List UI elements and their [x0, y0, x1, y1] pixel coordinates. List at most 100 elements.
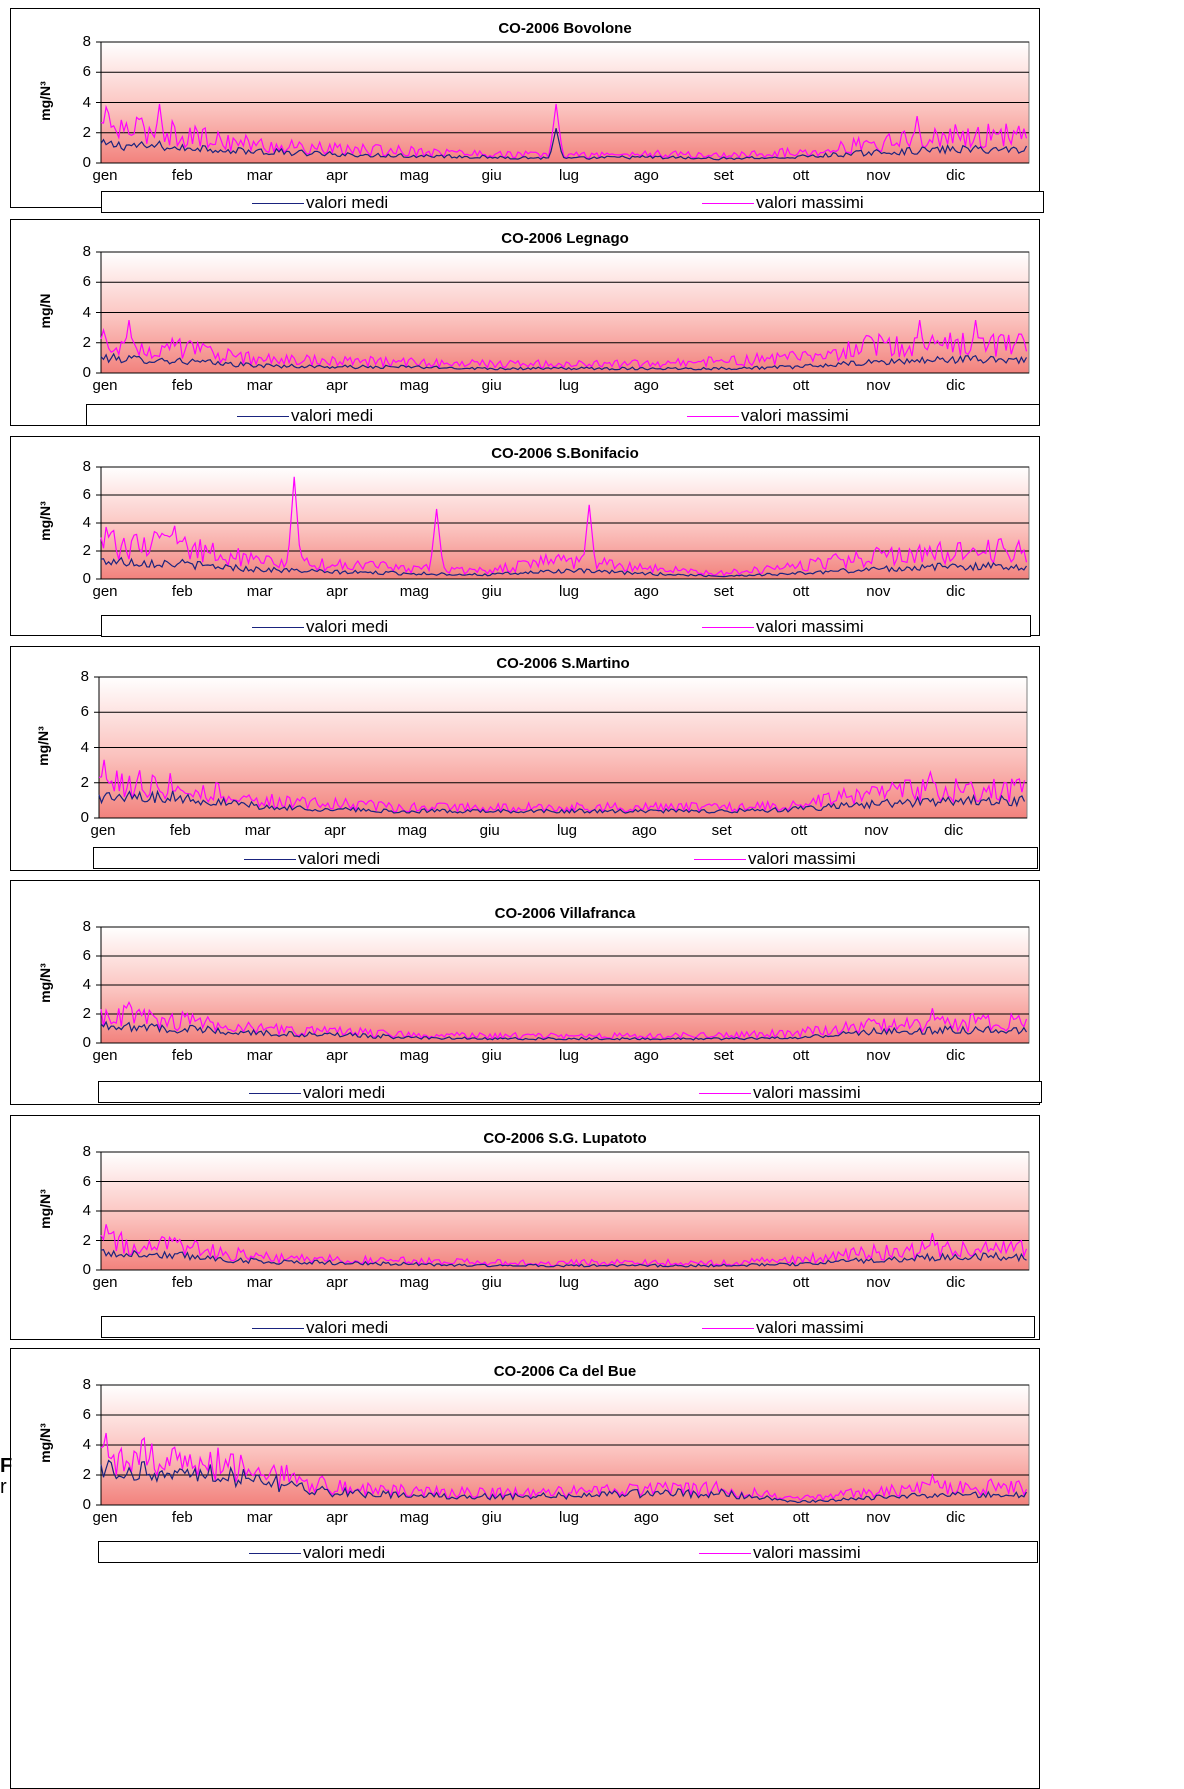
- x-tick-label: giu: [479, 822, 500, 839]
- y-tick-label: 4: [82, 1202, 91, 1219]
- x-tick-label: feb: [171, 1509, 193, 1526]
- y-tick-label: 0: [82, 1496, 91, 1513]
- y-tick-label: 6: [82, 63, 91, 81]
- y-axis-label: mg/N³: [35, 725, 51, 766]
- legend-item-valori-medi: valori medi: [249, 1543, 385, 1563]
- x-tick-label: giu: [481, 1274, 502, 1291]
- legend-swatch: [252, 1328, 304, 1330]
- x-tick-label: nov: [866, 377, 891, 394]
- chart-plot-svg: [96, 466, 1030, 580]
- x-tick-label: gen: [92, 1274, 118, 1291]
- legend-label: valori medi: [298, 849, 381, 868]
- series-line-valori-massimi: [100, 103, 1028, 160]
- x-tick-label: ott: [792, 377, 810, 394]
- x-tick-label: giu: [481, 1047, 502, 1064]
- chart-title: CO-2006 S.Martino: [496, 655, 630, 672]
- x-tick-label: feb: [171, 167, 193, 184]
- x-tick-label: feb: [169, 822, 191, 839]
- chart-legend: valori medi valori massimi: [101, 191, 1044, 213]
- legend-swatch: [699, 1093, 751, 1095]
- y-tick-label: 6: [82, 1172, 91, 1190]
- x-tick-label: mag: [399, 167, 429, 184]
- x-tick-label: lug: [558, 377, 580, 394]
- y-axis-label: mg/N³: [37, 80, 53, 121]
- x-tick-label: dic: [946, 1274, 966, 1291]
- legend-label: valori medi: [291, 406, 374, 425]
- x-tick-label: giu: [481, 1509, 502, 1526]
- chart-panel: CO-2006 S.Bonifacio mg/N³ 0 2 4 6 8 gen feb mar ap…: [10, 436, 1040, 637]
- chart-panel: CO-2006 S.G. Lupatoto mg/N³ 0 2 4 6 8 gen feb mar…: [10, 1115, 1040, 1340]
- legend-label: valori massimi: [756, 1318, 864, 1337]
- chart-legend: valori medi valori massimi: [86, 404, 1040, 426]
- x-tick-label: lug: [558, 1047, 580, 1064]
- x-tick-label: mar: [246, 1274, 273, 1291]
- x-tick-label: ott: [792, 1274, 810, 1291]
- x-tick-label: mar: [246, 377, 273, 394]
- x-tick-label: mag: [399, 377, 429, 394]
- y-tick-label: 2: [82, 1466, 91, 1483]
- x-tick-label: set: [713, 583, 734, 600]
- chart-legend: valori medi valori massimi: [98, 1081, 1042, 1103]
- series-line-valori-massimi: [100, 1224, 1028, 1267]
- x-tick-label: gen: [90, 822, 116, 839]
- x-tick-label: ago: [631, 822, 657, 839]
- legend-item-valori-massimi: valori massimi: [702, 617, 864, 637]
- legend-item-valori-massimi: valori massimi: [702, 1318, 864, 1338]
- x-tick-label: apr: [324, 822, 346, 839]
- chart-title: CO-2006 S.Bonifacio: [491, 445, 639, 462]
- x-tick-label: apr: [326, 1274, 348, 1291]
- y-tick-label: 6: [82, 947, 91, 964]
- y-axis-label: mg/N³: [37, 1189, 53, 1229]
- x-tick-label: apr: [326, 1047, 348, 1064]
- series-line-valori-massimi: [100, 320, 1028, 370]
- x-tick-label: lug: [558, 1509, 580, 1526]
- x-tick-label: nov: [864, 822, 889, 839]
- x-tick-label: ott: [790, 822, 808, 839]
- chart-plot-svg: [96, 41, 1030, 164]
- series-line-valori-massimi: [100, 476, 1028, 577]
- legend-item-valori-massimi: valori massimi: [687, 406, 849, 426]
- x-tick-label: giu: [481, 583, 502, 600]
- legend-label: valori massimi: [756, 617, 864, 636]
- legend-label: valori massimi: [753, 1083, 861, 1102]
- y-tick-label: 8: [82, 918, 91, 935]
- x-tick-label: feb: [171, 1274, 193, 1291]
- x-tick-label: lug: [556, 822, 578, 839]
- legend-swatch: [237, 416, 289, 418]
- chart-title: CO-2006 Legnago: [501, 230, 629, 247]
- x-tick-label: set: [711, 822, 732, 839]
- x-tick-label: ott: [792, 167, 810, 184]
- y-axis-label: mg/N³: [37, 963, 53, 1003]
- x-tick-label: set: [713, 167, 734, 184]
- y-tick-label: 2: [82, 1005, 91, 1022]
- chart-legend: valori medi valori massimi: [98, 1541, 1038, 1563]
- legend-swatch: [702, 627, 754, 629]
- x-tick-label: ago: [633, 583, 659, 600]
- x-tick-label: ago: [633, 377, 659, 394]
- x-tick-label: apr: [326, 377, 348, 394]
- x-tick-label: giu: [481, 377, 502, 394]
- x-tick-label: mar: [246, 1509, 273, 1526]
- legend-item-valori-medi: valori medi: [252, 193, 388, 213]
- x-tick-label: lug: [558, 583, 580, 600]
- chart-panel: CO-2006 S.Martino mg/N³ 0 2 4 6 8 gen feb mar apr m…: [10, 646, 1040, 871]
- legend-swatch: [252, 203, 304, 205]
- x-tick-label: dic: [946, 1509, 966, 1526]
- chart-legend: valori medi valori massimi: [93, 847, 1038, 869]
- y-tick-label: 2: [82, 123, 91, 141]
- x-tick-label: apr: [326, 1509, 348, 1526]
- x-tick-label: mag: [399, 1274, 429, 1291]
- y-tick-label: 2: [82, 542, 91, 559]
- x-tick-label: mag: [399, 1047, 429, 1064]
- y-tick-label: 4: [82, 93, 91, 111]
- y-tick-label: 4: [82, 514, 91, 531]
- x-tick-label: gen: [92, 377, 118, 394]
- x-tick-label: mar: [246, 167, 273, 184]
- legend-label: valori medi: [306, 617, 389, 636]
- chart-title: CO-2006 Villafranca: [494, 905, 636, 922]
- chart-title: CO-2006 S.G. Lupatoto: [483, 1130, 647, 1147]
- legend-item-valori-medi: valori medi: [252, 1318, 388, 1338]
- series-line-valori-medi: [100, 1459, 1028, 1504]
- legend-swatch: [244, 859, 296, 861]
- y-tick-label: 8: [82, 33, 91, 50]
